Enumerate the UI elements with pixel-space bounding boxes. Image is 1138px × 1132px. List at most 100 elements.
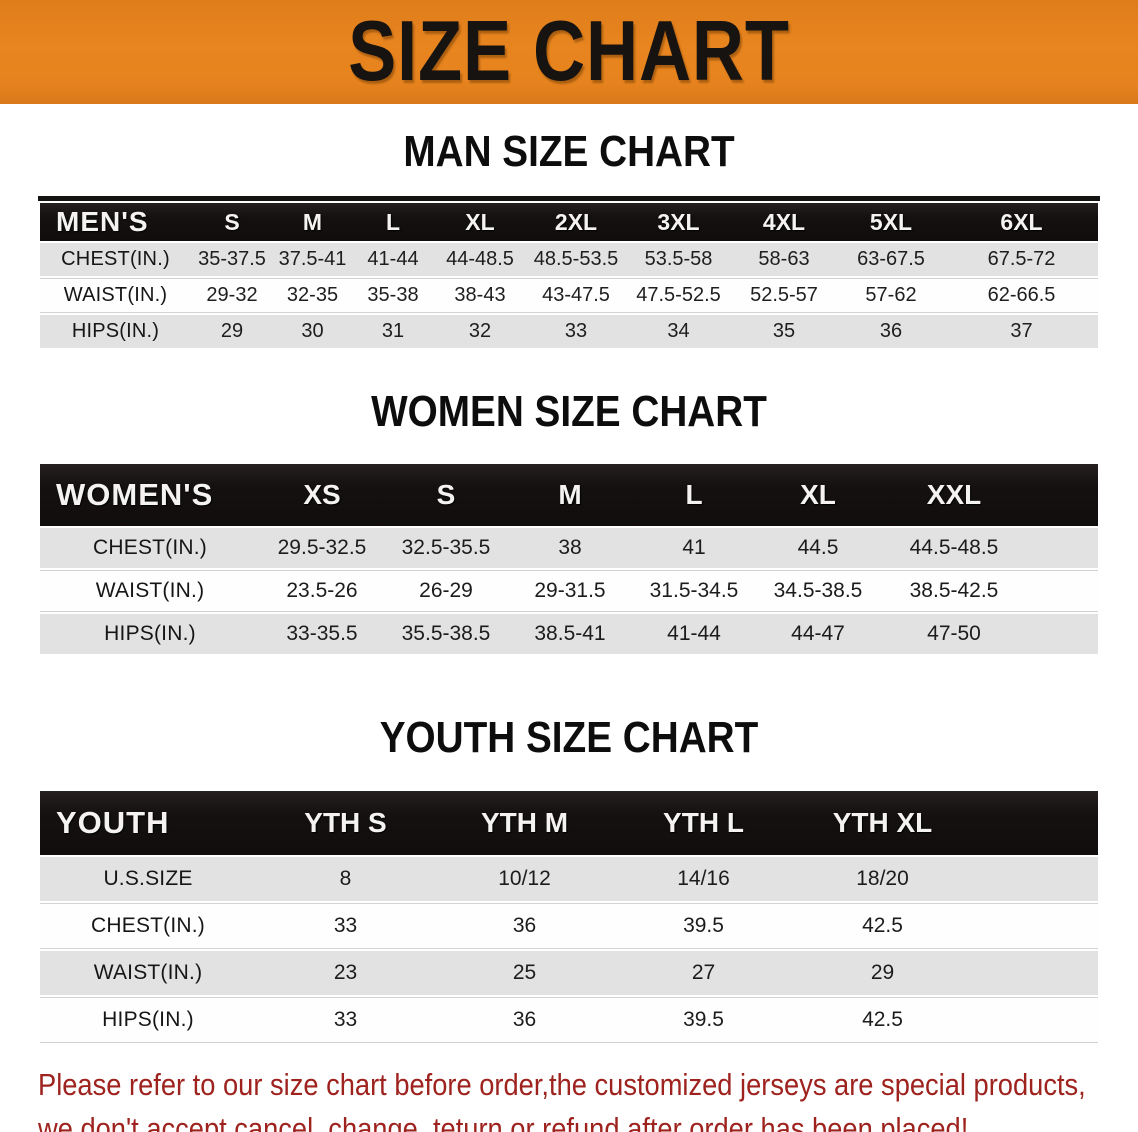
men-table-header-row: MEN'S S M L XL 2XL 3XL 4XL 5XL 6XL: [40, 203, 1098, 241]
header-cell: L: [632, 464, 756, 526]
women-table-header-row: WOMEN'S XS S M L XL XXL: [40, 464, 1098, 526]
size-cell: 27: [614, 951, 793, 995]
header-cell: M: [273, 203, 352, 241]
header-cell: YTH M: [435, 791, 614, 855]
row-label: HIPS(IN.): [40, 997, 256, 1043]
header-cell: YTH XL: [793, 791, 972, 855]
women-size-table: WOMEN'S XS S M L XL XXL CHEST(IN.) 29.5-…: [40, 462, 1098, 656]
row-label: WAIST(IN.): [40, 278, 191, 313]
size-cell: 39.5: [614, 903, 793, 949]
size-cell: 38-43: [434, 278, 526, 313]
table-row: WAIST(IN.) 29-32 32-35 35-38 38-43 43-47…: [40, 278, 1098, 313]
size-cell: 10/12: [435, 857, 614, 901]
men-section: MAN SIZE CHART MEN'S S M L XL 2XL 3XL 4X…: [0, 126, 1138, 350]
table-row: HIPS(IN.) 33 36 39.5 42.5: [40, 997, 1098, 1043]
header-cell: XXL: [880, 464, 1028, 526]
size-cell: 44.5-48.5: [880, 528, 1028, 568]
size-cell: 34: [626, 315, 731, 348]
table-row: HIPS(IN.) 33-35.5 35.5-38.5 38.5-41 41-4…: [40, 614, 1098, 654]
size-cell: 31: [352, 315, 434, 348]
size-cell: 29-31.5: [508, 570, 632, 612]
size-cell-filler: [1028, 614, 1098, 654]
table-row: WAIST(IN.) 23.5-26 26-29 29-31.5 31.5-34…: [40, 570, 1098, 612]
size-cell: 48.5-53.5: [526, 243, 626, 276]
size-cell: 38.5-41: [508, 614, 632, 654]
size-cell: 62-66.5: [945, 278, 1098, 313]
size-cell: 31.5-34.5: [632, 570, 756, 612]
size-cell: 35: [731, 315, 837, 348]
size-cell: 41-44: [632, 614, 756, 654]
youth-size-table: YOUTH YTH S YTH M YTH L YTH XL U.S.SIZE …: [40, 789, 1098, 1045]
size-cell: 23: [256, 951, 435, 995]
size-cell: 33: [526, 315, 626, 348]
disclaimer-line-1: Please refer to our size chart before or…: [38, 1063, 1138, 1107]
row-label: CHEST(IN.): [40, 903, 256, 949]
size-cell: 30: [273, 315, 352, 348]
size-cell: 35-37.5: [191, 243, 273, 276]
header-cell: WOMEN'S: [40, 464, 260, 526]
size-cell: 36: [435, 903, 614, 949]
header-cell: YTH L: [614, 791, 793, 855]
size-cell: 8: [256, 857, 435, 901]
size-cell: 36: [837, 315, 945, 348]
table-row: CHEST(IN.) 33 36 39.5 42.5: [40, 903, 1098, 949]
youth-section-heading: YOUTH SIZE CHART: [379, 713, 759, 762]
header-cell: S: [191, 203, 273, 241]
size-cell: 32: [434, 315, 526, 348]
size-cell: 23.5-26: [260, 570, 384, 612]
size-cell: 42.5: [793, 997, 972, 1043]
size-cell: 44-47: [756, 614, 880, 654]
table-row: WAIST(IN.) 23 25 27 29: [40, 951, 1098, 995]
size-cell: 47-50: [880, 614, 1028, 654]
size-cell: 26-29: [384, 570, 508, 612]
men-table-top-rule: [38, 196, 1100, 201]
size-cell-filler: [972, 903, 1098, 949]
size-cell-filler: [972, 857, 1098, 901]
women-section-heading: WOMEN SIZE CHART: [371, 387, 767, 436]
size-cell: 14/16: [614, 857, 793, 901]
size-cell: 18/20: [793, 857, 972, 901]
size-cell: 33-35.5: [260, 614, 384, 654]
header-cell: 2XL: [526, 203, 626, 241]
size-cell: 38: [508, 528, 632, 568]
size-cell: 33: [256, 903, 435, 949]
size-cell: 33: [256, 997, 435, 1043]
table-row: CHEST(IN.) 35-37.5 37.5-41 41-44 44-48.5…: [40, 243, 1098, 276]
size-cell: 67.5-72: [945, 243, 1098, 276]
header-cell: XS: [260, 464, 384, 526]
size-cell: 29: [793, 951, 972, 995]
size-cell-filler: [972, 997, 1098, 1043]
size-cell-filler: [1028, 570, 1098, 612]
header-cell: XL: [434, 203, 526, 241]
size-cell: 47.5-52.5: [626, 278, 731, 313]
size-cell: 41-44: [352, 243, 434, 276]
size-cell: 44-48.5: [434, 243, 526, 276]
size-cell: 58-63: [731, 243, 837, 276]
header-cell-filler: [972, 791, 1098, 855]
table-row: HIPS(IN.) 29 30 31 32 33 34 35 36 37: [40, 315, 1098, 348]
header-cell: YOUTH: [40, 791, 256, 855]
header-cell-filler: [1028, 464, 1098, 526]
size-cell: 32.5-35.5: [384, 528, 508, 568]
header-cell: XL: [756, 464, 880, 526]
header-cell: S: [384, 464, 508, 526]
size-cell: 36: [435, 997, 614, 1043]
size-cell: 29-32: [191, 278, 273, 313]
header-cell: M: [508, 464, 632, 526]
disclaimer-line-2: we don't accept cancel, change, teturn o…: [38, 1107, 1138, 1132]
header-cell: YTH S: [256, 791, 435, 855]
size-cell: 37.5-41: [273, 243, 352, 276]
size-cell: 41: [632, 528, 756, 568]
women-section: WOMEN SIZE CHART WOMEN'S XS S M L XL XXL: [0, 386, 1138, 656]
size-cell: 57-62: [837, 278, 945, 313]
size-cell: 39.5: [614, 997, 793, 1043]
row-label: HIPS(IN.): [40, 614, 260, 654]
size-cell-filler: [1028, 528, 1098, 568]
size-cell: 35-38: [352, 278, 434, 313]
header-cell: 3XL: [626, 203, 731, 241]
size-cell: 38.5-42.5: [880, 570, 1028, 612]
size-cell: 35.5-38.5: [384, 614, 508, 654]
men-section-heading: MAN SIZE CHART: [403, 127, 735, 176]
size-cell: 34.5-38.5: [756, 570, 880, 612]
